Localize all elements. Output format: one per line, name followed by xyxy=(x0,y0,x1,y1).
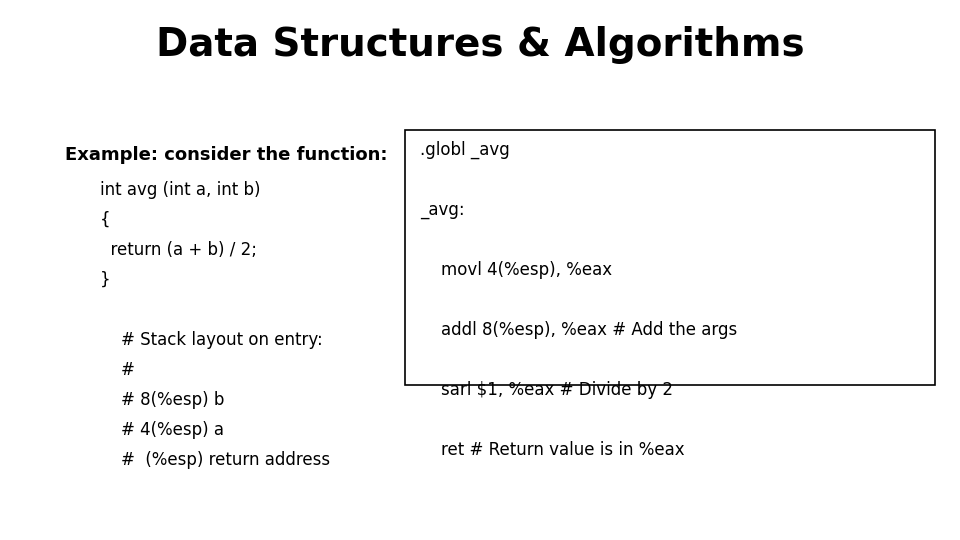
Text: # 8(%esp) b: # 8(%esp) b xyxy=(100,391,225,409)
Text: }: } xyxy=(100,271,110,289)
Text: _avg:: _avg: xyxy=(420,201,465,219)
Text: int avg (int a, int b): int avg (int a, int b) xyxy=(100,181,260,199)
Text: movl 4(%esp), %eax: movl 4(%esp), %eax xyxy=(420,261,612,279)
Text: #: # xyxy=(100,361,134,379)
Text: #  (%esp) return address: # (%esp) return address xyxy=(100,451,330,469)
Text: sarl $1, %eax # Divide by 2: sarl $1, %eax # Divide by 2 xyxy=(420,381,673,399)
FancyBboxPatch shape xyxy=(405,130,935,385)
Text: # Stack layout on entry:: # Stack layout on entry: xyxy=(100,331,323,349)
Text: Example: consider the function:: Example: consider the function: xyxy=(65,146,388,164)
Text: Data Structures & Algorithms: Data Structures & Algorithms xyxy=(156,26,804,64)
Text: return (a + b) / 2;: return (a + b) / 2; xyxy=(100,241,257,259)
Text: {: { xyxy=(100,211,110,229)
Text: ret # Return value is in %eax: ret # Return value is in %eax xyxy=(420,441,684,459)
Text: .globl _avg: .globl _avg xyxy=(420,141,510,159)
Text: # 4(%esp) a: # 4(%esp) a xyxy=(100,421,224,439)
Text: addl 8(%esp), %eax # Add the args: addl 8(%esp), %eax # Add the args xyxy=(420,321,737,339)
